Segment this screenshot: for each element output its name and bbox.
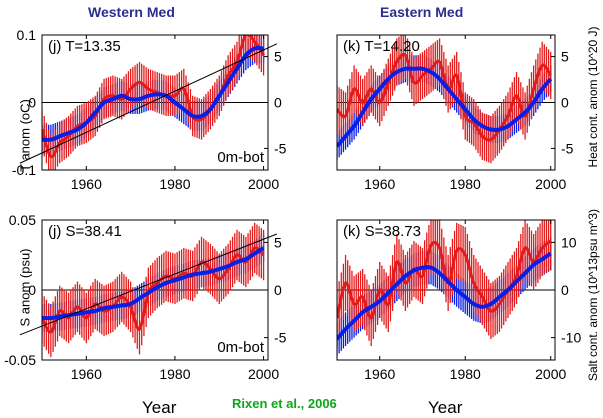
x-tick-label: 2000 [535,366,566,382]
panel-western-temperature: 1960 1980 2000 0.1 0 -0.1 5 0 -5 (j) T=13.35 0m-bo… [12,27,287,192]
plot-area [337,220,555,356]
depth-label: 0m-bot [217,339,265,356]
panel-annotation: (k) S=38.73 [343,223,421,240]
x-axis-label-left: Year [142,398,177,417]
x-tick-label: 1980 [450,366,481,382]
eastern-med-title: Eastern Med [380,4,464,20]
plot-area [42,35,268,170]
blue-series-line [42,246,265,321]
plot-area [42,222,268,358]
y-tick-label-left: -0.05 [4,352,36,368]
depth-label: 0m-bot [217,149,265,166]
red-series-line [337,52,552,142]
y-tick-label-right: -10 [561,330,581,346]
y-tick-label-left: 0 [28,95,36,111]
y-tick-label-right: 0 [274,95,282,111]
x-axis-label-right: Year [428,398,463,417]
plot-area [337,35,555,164]
y-tick-label-right: 5 [561,49,569,65]
x-tick-label: 2000 [535,176,566,192]
x-tick-label: 1960 [71,176,102,192]
s-anom-axis-label: S anom (psu) [17,248,33,327]
citation-credit: Rixen et al., 2006 [232,396,337,411]
x-tick-label: 1980 [159,176,190,192]
western-med-title: Western Med [88,4,175,20]
x-tick-label: 2000 [248,366,279,382]
y-tick-label-left: -0.1 [12,162,36,178]
red-series-line [42,35,265,159]
x-tick-label: 1980 [450,176,481,192]
x-tick-label: 1960 [71,366,102,382]
heat-content-axis-label: Heat cont. anom (10^20 J) [586,26,600,168]
y-tick-label-right: 5 [274,234,282,250]
panel-annotation: (j) S=38.41 [48,223,122,240]
y-tick-label-right: 0 [561,95,569,111]
x-tick-label: 1960 [364,176,395,192]
y-tick-label-left: 0 [28,282,36,298]
y-tick-label-left: 0.05 [9,212,36,228]
panel-western-salinity: 1960 1980 2000 0.05 0 -0.05 5 0 -5 (j) S=38.41 0m-… [4,212,287,382]
panel-annotation: (j) T=13.35 [48,38,121,55]
blue-series-line [42,46,264,142]
y-tick-label-right: -5 [561,140,574,156]
x-tick-label: 2000 [248,176,279,192]
y-tick-label-right: -5 [274,330,287,346]
t-anom-axis-label: T anom (oC) [17,99,33,172]
trend-line [19,43,278,164]
y-tick-label-right: 0 [274,282,282,298]
trend-line [19,233,278,336]
red-series-line [337,239,552,320]
x-tick-label: 1960 [364,366,395,382]
panel-eastern-salinity: 1960 1980 2000 10 0 -10 (k) S=38.73 [336,219,581,382]
y-tick-label-right: 10 [561,234,577,250]
salt-content-axis-label: Salt cont. anom (10^13psu m^3) [586,209,600,382]
panel-annotation: (k) T=14.20 [343,38,420,55]
panel-eastern-temperature: 1960 1980 2000 5 0 -5 (k) T=14.20 [336,34,574,192]
x-tick-label: 1980 [159,366,190,382]
y-tick-label-right: 5 [274,49,282,65]
y-tick-label-right: 0 [561,282,569,298]
red-series-line [42,246,265,334]
blue-series-line [337,66,553,148]
y-tick-label-left: 0.1 [17,27,37,43]
y-tick-label-right: -5 [274,140,287,156]
blue-series-line [337,251,552,341]
